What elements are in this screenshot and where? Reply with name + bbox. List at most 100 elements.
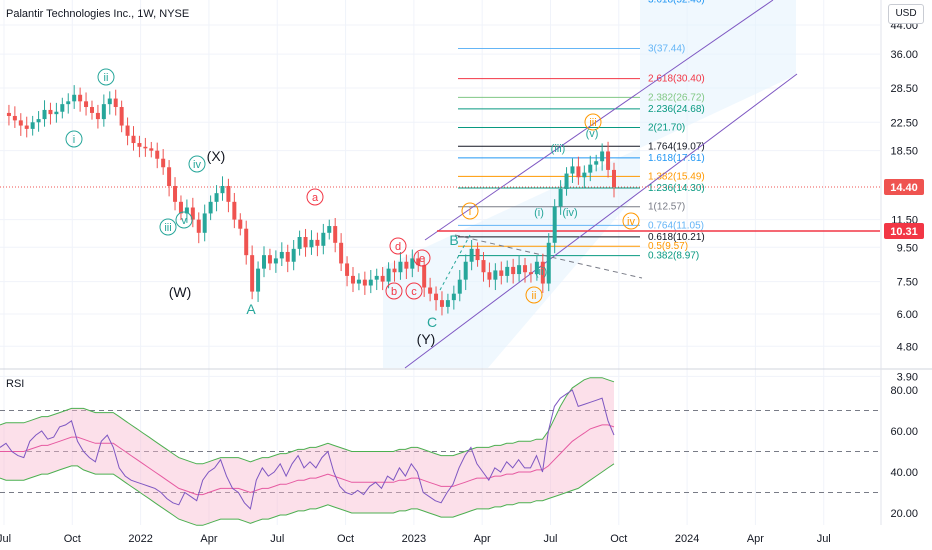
candle-body xyxy=(422,265,427,288)
fib-level-label: 2.382(26.72) xyxy=(648,92,705,103)
candle-body xyxy=(12,115,17,121)
rsi-axis[interactable]: 80.00 60.00 40.00 20.00 xyxy=(890,385,918,520)
candle-body xyxy=(475,248,480,261)
x-tick-label: Jul xyxy=(543,533,557,545)
candle-body xyxy=(226,185,231,202)
candle-body xyxy=(113,98,118,108)
price-axis[interactable]: 44.0036.0028.5022.5018.5011.509.507.506.… xyxy=(890,20,918,383)
fib-level-label: 0.382(8.97) xyxy=(648,251,699,262)
wave-label: a xyxy=(312,192,319,204)
candle-body xyxy=(606,151,611,170)
candle-body xyxy=(66,101,71,105)
last-price-tag-bg xyxy=(884,179,924,195)
candle-body xyxy=(356,279,361,284)
candle-body xyxy=(72,94,77,102)
candle-body xyxy=(428,287,433,294)
wave-label-circle xyxy=(584,113,602,131)
candle-body xyxy=(78,94,83,102)
wave-label: i xyxy=(73,134,75,146)
channel-line-lower[interactable] xyxy=(404,73,798,369)
candle-body xyxy=(95,112,100,120)
currency-selector[interactable]: USD xyxy=(888,4,924,24)
trend-line-dashed[interactable] xyxy=(454,234,643,279)
candle-body xyxy=(244,228,249,256)
candle-body xyxy=(137,143,142,147)
fib-level-label: 2.236(24.68) xyxy=(648,104,705,115)
wave-label: e xyxy=(419,253,425,265)
time-axis[interactable]: Jul Oct 2022 Apr Jul Oct 2023 Apr Jul Oct 2024 Apr J… xyxy=(0,533,831,545)
level-tag-bg xyxy=(884,223,924,239)
candle-body xyxy=(451,293,456,301)
rsi-band-lower xyxy=(0,463,615,526)
wave-label: iv xyxy=(627,216,635,228)
rsi-tick-label: 80.00 xyxy=(890,385,918,397)
candle-body xyxy=(404,261,409,269)
x-tick-label: 2024 xyxy=(675,533,699,545)
candle-body xyxy=(600,151,605,162)
candle-body xyxy=(30,122,35,129)
wave-label-circle xyxy=(461,202,479,220)
candle-body xyxy=(546,242,551,284)
wave-label-circle xyxy=(525,286,543,304)
candle-body xyxy=(267,255,272,264)
x-tick-label: Jul xyxy=(270,533,284,545)
candle-body xyxy=(576,166,581,178)
candle-body xyxy=(155,150,160,159)
fib-level-label: 1.618(17.61) xyxy=(648,153,705,164)
wave-label-circle xyxy=(65,130,83,148)
candle-body xyxy=(362,279,367,286)
y-tick-label: 36.00 xyxy=(890,49,918,61)
candle-body xyxy=(511,266,516,275)
candle-body xyxy=(107,98,112,105)
wave-label: (i) xyxy=(534,207,544,219)
candle-body xyxy=(208,201,213,214)
x-tick-label: Apr xyxy=(474,533,491,545)
candle-body xyxy=(392,268,397,273)
wave-connector-dashed xyxy=(439,234,471,291)
candle-body xyxy=(273,258,278,264)
wave-label-circle xyxy=(188,155,206,173)
candle-body xyxy=(523,265,528,273)
candle-body xyxy=(463,261,468,280)
candle-body xyxy=(386,268,391,282)
wave-label-circle xyxy=(413,249,431,267)
candle-body xyxy=(202,213,207,233)
candle-body xyxy=(309,239,314,248)
candle-body xyxy=(214,193,219,202)
candle-body xyxy=(345,263,350,276)
fib-level-label: 3.618(52.46) xyxy=(648,0,705,6)
rsi-tick-label: 60.00 xyxy=(890,426,918,438)
wave-label: (iii) xyxy=(551,143,566,155)
candle-body xyxy=(416,258,421,266)
candle-body xyxy=(232,201,237,220)
wave-label: B xyxy=(449,232,458,248)
wave-label-circle xyxy=(389,237,407,255)
fibonacci-extension: 3.618(52.46) 3(37.44) 2.618(30.40) 2.382(26… xyxy=(458,0,705,262)
y-tick-label: 4.80 xyxy=(897,341,918,353)
channel-line-upper[interactable] xyxy=(424,0,774,241)
candle-body xyxy=(552,206,557,243)
rsi-tick-label: 20.00 xyxy=(890,508,918,520)
wave-label: ii xyxy=(104,72,109,84)
wave-label: (ii) xyxy=(535,266,547,278)
x-tick-label: Apr xyxy=(200,533,217,545)
candle-body xyxy=(119,107,124,126)
price-candles xyxy=(6,85,616,316)
fib-level-label: 1.764(19.07) xyxy=(648,141,705,152)
candle-body xyxy=(315,239,320,246)
x-tick-label: Jul xyxy=(0,533,11,545)
wave-label-circle xyxy=(622,212,640,230)
level-tag: 10.31 xyxy=(890,226,918,238)
y-tick-label: 9.50 xyxy=(897,242,918,254)
candle-body xyxy=(291,248,296,262)
candle-body xyxy=(262,255,267,269)
wave-label: (W) xyxy=(169,284,192,300)
wave-label: iv xyxy=(193,159,201,171)
candle-body xyxy=(196,219,201,233)
y-tick-label: 7.50 xyxy=(897,277,918,289)
candle-body xyxy=(42,109,47,120)
wave-label: (v) xyxy=(586,128,599,140)
candle-body xyxy=(582,172,587,178)
channel-fill-upper xyxy=(640,0,796,148)
